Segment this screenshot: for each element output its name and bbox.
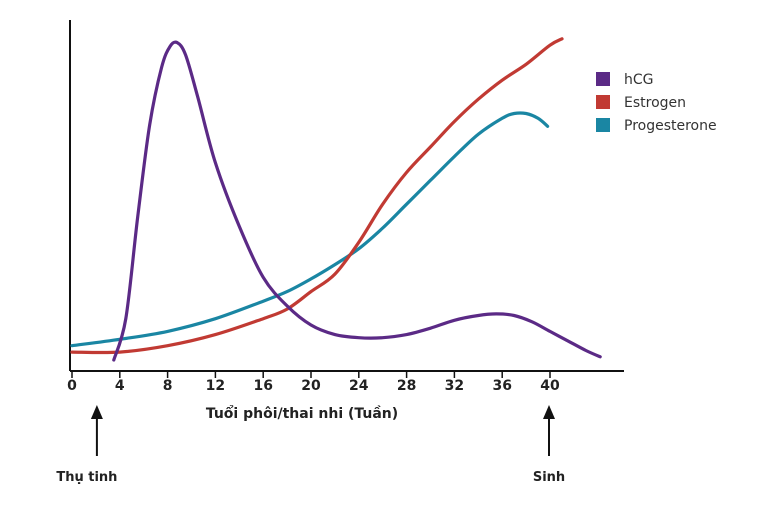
x-tick-label-28: 28 — [397, 378, 416, 394]
legend-swatch-progesterone — [596, 118, 610, 132]
legend: hCG Estrogen Progesterone — [596, 72, 717, 134]
series-line-estrogen — [70, 37, 564, 355]
legend-swatch-hcg — [596, 72, 610, 86]
legend-label-estrogen: Estrogen — [624, 95, 686, 111]
annotation-birth: Sinh — [533, 405, 565, 485]
legend-label-hcg: hCG — [624, 72, 654, 88]
annotation-label: Thụ tinh — [56, 470, 117, 485]
annotations: Thụ tinh Sinh — [56, 405, 565, 485]
x-tick-label-32: 32 — [445, 378, 464, 394]
x-tick-label-12: 12 — [206, 378, 225, 394]
x-tick-label-24: 24 — [349, 378, 369, 394]
x-axis-title: Tuổi phôi/thai nhi (Tuần) — [206, 405, 398, 422]
legend-swatch-estrogen — [596, 95, 610, 109]
arrow-up-icon — [543, 405, 555, 419]
series-line-hcg — [112, 40, 602, 362]
series-line-progesterone — [70, 111, 550, 348]
x-tick-label-0: 0 — [67, 378, 77, 394]
x-tick-label-36: 36 — [492, 378, 511, 394]
x-ticks: 0 4 8 12 16 20 24 28 32 36 40 — [67, 371, 560, 394]
x-tick-label-20: 20 — [301, 378, 321, 394]
series-lines — [70, 37, 602, 362]
x-tick-label-16: 16 — [253, 378, 272, 394]
x-tick-label-8: 8 — [163, 378, 173, 394]
annotation-fertilization: Thụ tinh — [56, 405, 117, 485]
legend-label-progesterone: Progesterone — [624, 118, 717, 134]
arrow-up-icon — [90, 405, 103, 419]
x-tick-label-40: 40 — [540, 378, 560, 394]
annotation-label: Sinh — [533, 470, 565, 485]
x-tick-label-4: 4 — [115, 378, 125, 394]
